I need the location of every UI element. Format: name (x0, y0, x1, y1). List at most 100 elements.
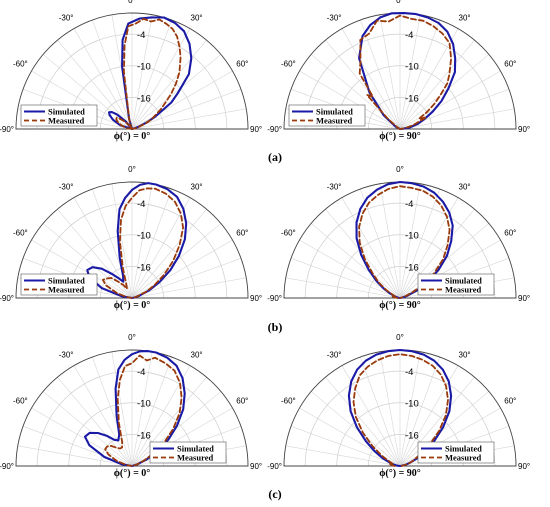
grid-spoke (379, 351, 401, 467)
grid-spoke (290, 426, 401, 467)
grid-spoke (131, 197, 191, 299)
cut-caption: ϕ(°) = 90° (379, 131, 421, 142)
theta-tick-label: 90° (250, 294, 262, 303)
radial-tick-label: -16 (137, 430, 151, 441)
theta-tick-label: -60° (13, 229, 28, 238)
polar-chart-c-phi0: -90°-60°-30°0°30°60°90°-4-10-16Simulated… (0, 333, 262, 479)
radial-tick-label: -4 (137, 367, 145, 378)
grid-spoke (131, 376, 207, 467)
grid-ring (68, 65, 196, 130)
radial-tick-label: -10 (405, 62, 419, 73)
theta-tick-label: 0° (128, 165, 136, 174)
legend-label-measured: Measured (316, 116, 352, 126)
theta-tick-label: 0° (396, 165, 404, 174)
theta-tick-label: 0° (396, 0, 404, 5)
grid-spoke (379, 14, 401, 130)
theta-tick-label: -90° (0, 294, 14, 303)
grid-spoke (379, 183, 401, 299)
grid-spoke (42, 54, 133, 130)
theta-tick-label: 60° (504, 60, 516, 69)
grid-spoke (341, 28, 401, 130)
radial-tick-label: -16 (405, 430, 419, 441)
grid-spoke (131, 365, 191, 467)
grid-spoke (325, 376, 401, 467)
grid-spoke (399, 356, 440, 467)
grid-spoke (111, 351, 133, 467)
radial-tick-label: -16 (405, 262, 419, 273)
grid-spoke (399, 19, 440, 130)
panel-label-a: (a) (268, 150, 282, 164)
theta-tick-label: 60° (504, 229, 516, 238)
cut-caption: ϕ(°) = 0° (114, 468, 151, 479)
polar-frame (15, 12, 249, 130)
theta-tick-label: -30° (59, 183, 74, 192)
grid-spoke (131, 277, 247, 299)
radial-tick-label: -4 (405, 30, 413, 41)
polar-chart-c-phi90: -90°-60°-30°0°30°60°90°-4-10-16Simulated… (267, 333, 530, 479)
series-line-measured (115, 18, 182, 130)
grid-spoke (131, 108, 247, 130)
grid-spoke (399, 39, 475, 130)
grid-spoke (299, 70, 401, 130)
theta-tick-label: -60° (13, 397, 28, 406)
theta-tick-label: 30° (459, 183, 471, 192)
grid-spoke (131, 391, 222, 467)
theta-tick-label: 0° (396, 333, 404, 342)
grid-ring (336, 402, 464, 467)
radial-tick-label: -10 (405, 231, 419, 242)
series-line-measured (352, 353, 449, 467)
radial-tick-label: -10 (405, 399, 419, 410)
theta-tick-label: -30° (327, 183, 342, 192)
grid-spoke (131, 351, 153, 467)
polar-frame (15, 349, 249, 467)
theta-tick-label: -90° (267, 125, 282, 134)
grid-spoke (325, 39, 401, 130)
grid-spoke (131, 54, 222, 130)
radial-tick-label: -4 (137, 30, 145, 41)
polar-frame (15, 181, 249, 299)
grid-spoke (57, 376, 133, 467)
grid-spoke (57, 39, 133, 130)
cut-caption: ϕ(°) = 0° (114, 300, 151, 311)
grid-spoke (31, 70, 133, 130)
grid-ring (36, 202, 228, 299)
theta-tick-label: -60° (281, 229, 296, 238)
theta-tick-label: 90° (518, 294, 530, 303)
grid-spoke (131, 188, 172, 299)
grid-spoke (341, 197, 401, 299)
grid-spoke (310, 223, 401, 299)
grid-ring (68, 402, 196, 467)
grid-spoke (325, 208, 401, 299)
polar-chart-b-phi0: -90° -60° -30° 0° 30° 60° 90° -4 -10 -16 Simulated… (0, 165, 262, 311)
theta-tick-label: 90° (250, 125, 262, 134)
radial-tick-label: -16 (405, 93, 419, 104)
polar-chart-a-phi0: -90° -60° -30° 0° 30° 60° 90° -4 -10 -16 Simulated… (0, 0, 262, 142)
theta-tick-label: 90° (250, 462, 262, 471)
grid-spoke (131, 183, 153, 299)
grid-spoke (399, 239, 501, 299)
theta-tick-label: 30° (191, 183, 203, 192)
radial-tick-label: -16 (137, 262, 151, 273)
grid-ring (304, 370, 496, 467)
grid-spoke (131, 14, 153, 130)
grid-ring (304, 33, 496, 130)
grid-spoke (399, 14, 421, 130)
grid-spoke (399, 70, 501, 130)
grid-spoke (131, 89, 242, 130)
grid-spoke (131, 356, 172, 467)
series-line-simulated (86, 182, 188, 300)
theta-tick-label: 90° (518, 125, 530, 134)
legend-label-simulated: Simulated (177, 444, 214, 454)
legend-label-simulated: Simulated (48, 276, 85, 286)
legend-label-measured: Measured (48, 116, 84, 126)
grid-ring (36, 33, 228, 130)
grid-spoke (360, 356, 401, 467)
theta-tick-label: -60° (281, 60, 296, 69)
grid-spoke (285, 445, 401, 467)
polar-chart-a-phi90: -90° -60° -30° 0° 30° 60° 90° -4 -10 -16 Simulated… (267, 0, 530, 142)
